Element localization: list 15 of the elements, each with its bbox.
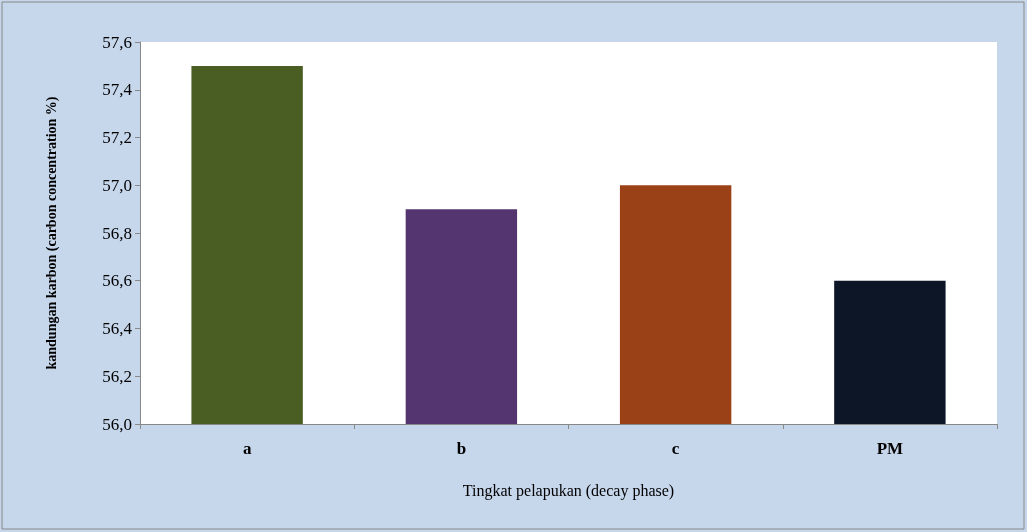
y-axis-title: kandungan karbon (carbon concentration %): [43, 96, 60, 370]
y-tick-label: 56,8: [102, 223, 132, 243]
y-tick-label: 57,6: [102, 32, 132, 52]
y-tick-label: 57,0: [102, 175, 132, 195]
x-tick-label: PM: [876, 439, 904, 458]
x-axis-title: Tingkat pelapukan (decay phase): [462, 481, 675, 500]
y-tick-label: 57,4: [102, 80, 133, 100]
y-tick-label: 56,2: [102, 366, 132, 386]
x-tick-label: c: [671, 439, 680, 458]
y-tick-label: 56,6: [102, 271, 132, 291]
x-tick-label: a: [242, 439, 252, 458]
x-tick-label: b: [456, 439, 467, 458]
y-tick-label: 57,2: [102, 128, 132, 147]
y-tick-label: 56,4: [102, 319, 133, 338]
y-tick-label: 56,0: [102, 414, 132, 434]
